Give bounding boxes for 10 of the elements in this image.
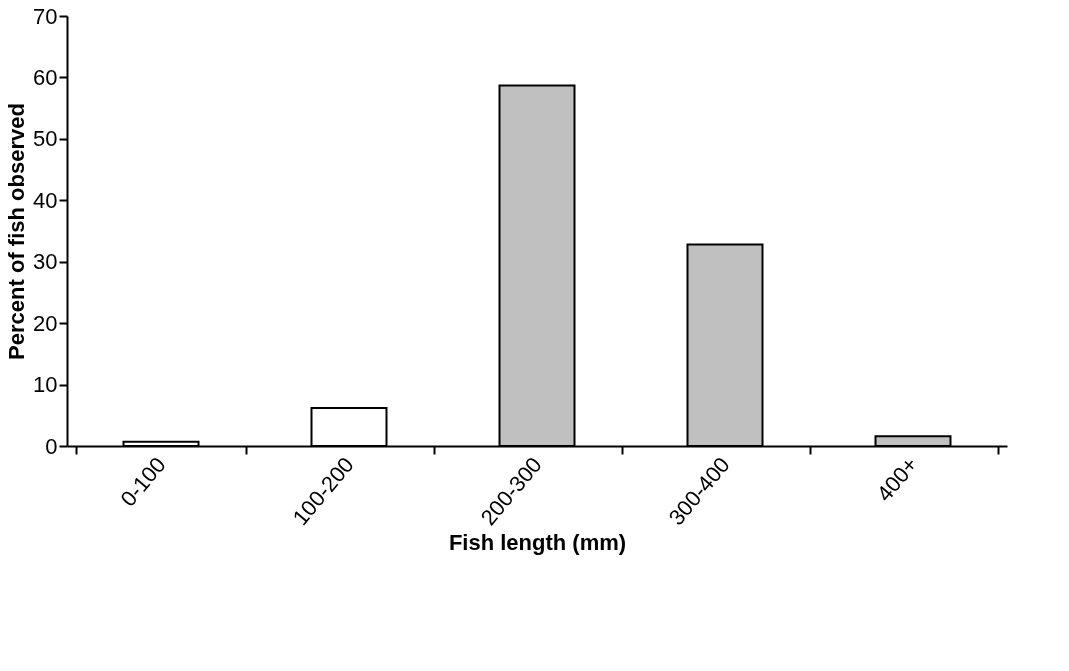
y-tick-label: 0	[45, 433, 58, 459]
y-tick-label: 20	[33, 310, 58, 336]
y-tick-label: 30	[33, 249, 58, 275]
y-tick-label: 60	[33, 64, 58, 90]
x-axis-title: Fish length (mm)	[448, 530, 627, 556]
y-axis-title: Percent of fish observed	[4, 103, 30, 360]
y-tick-label: 50	[33, 126, 58, 152]
y-tick-label: 70	[33, 3, 58, 29]
y-tick-label: 10	[33, 372, 58, 398]
y-tick-label: 40	[33, 187, 58, 213]
